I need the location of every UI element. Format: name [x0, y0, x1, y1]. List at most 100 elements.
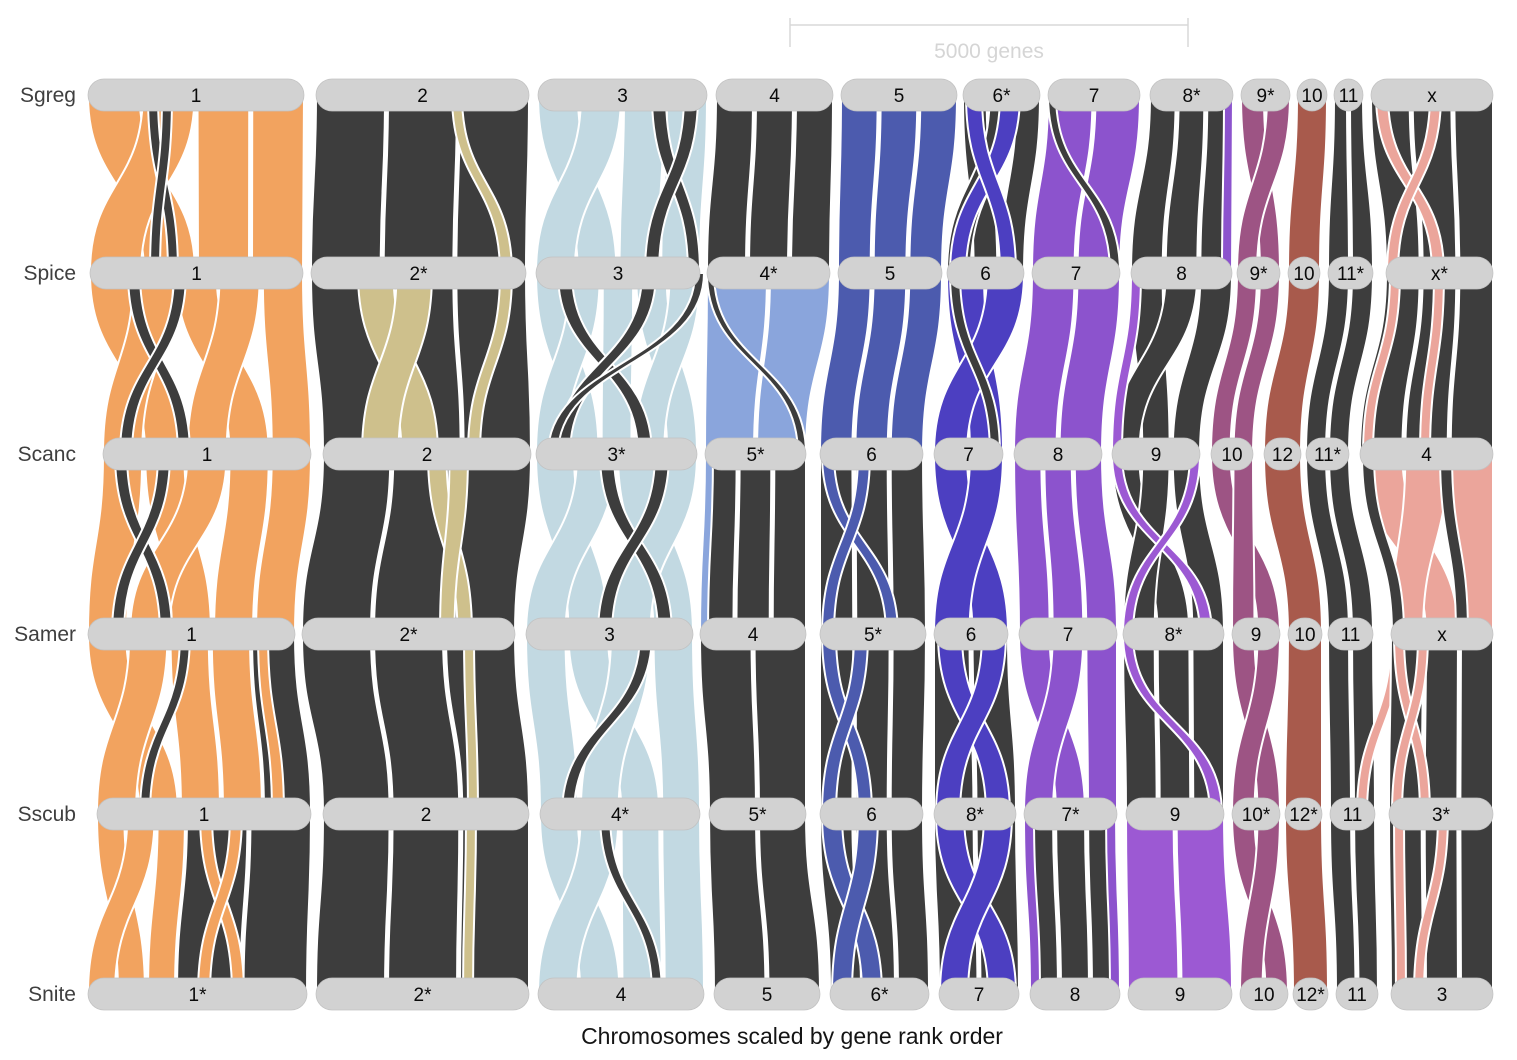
- chromosome-label: 8: [1176, 264, 1187, 285]
- chromosome-cap: [1023, 797, 1118, 831]
- synteny-ribbon: [755, 272, 832, 455]
- chromosome-label: 1: [191, 86, 202, 107]
- synteny-ribbon: [1220, 94, 1235, 274]
- synteny-ribbon: [455, 94, 531, 274]
- chromosome-label: 7: [963, 445, 974, 466]
- chromosome-label: 6*: [993, 86, 1012, 107]
- species-label: Spice: [23, 262, 76, 285]
- chromosome-label: 8: [1070, 985, 1081, 1006]
- synteny-ribbon: [1328, 813, 1357, 995]
- chromosome-label: 3: [617, 86, 628, 107]
- chromosome-cap: [1231, 617, 1281, 651]
- chromosome-label: 7: [974, 985, 985, 1006]
- chromosome-cap: [87, 617, 296, 651]
- chromosome-cap: [933, 617, 1009, 651]
- chromosome-label: 2: [422, 445, 433, 466]
- chromosome-cap: [1292, 977, 1329, 1011]
- synteny-ribbon: [1283, 813, 1330, 995]
- chromosome-label: 10: [1301, 86, 1322, 107]
- chromosome-cap: [315, 78, 530, 112]
- chromosome-cap: [1047, 78, 1141, 112]
- chromosome-label: 1: [202, 445, 213, 466]
- chromosome-cap: [1359, 437, 1494, 471]
- synteny-ribbon: [836, 94, 879, 274]
- chromosome-cap: [1018, 617, 1118, 651]
- chromosome-cap: [1305, 437, 1350, 471]
- chromosome-cap: [1130, 256, 1233, 290]
- chromosome-label: 4: [748, 625, 759, 646]
- chromosome-cap: [315, 977, 530, 1011]
- chromosome-label: 6: [980, 264, 991, 285]
- chromosome-cap: [1329, 797, 1376, 831]
- synteny-ribbon: [705, 94, 755, 274]
- synteny-ribbon: [1326, 94, 1351, 274]
- synteny-ribbon: [707, 813, 767, 995]
- chromosome-cap: [87, 977, 308, 1011]
- synteny-ribbon: [1124, 813, 1180, 995]
- chromosome-cap: [933, 797, 1017, 831]
- chromosome-label: 11*: [1314, 445, 1342, 466]
- chromosome-label: 12*: [1289, 805, 1318, 826]
- chromosome-label: 1: [199, 805, 210, 826]
- synteny-ribbon: [889, 813, 931, 995]
- scale-bar: [789, 18, 1189, 47]
- chromosome-cap: [1240, 78, 1291, 112]
- chromosome-label: 12*: [1296, 985, 1325, 1006]
- chromosome-cap: [708, 797, 807, 831]
- synteny-ribbon: [1453, 94, 1495, 274]
- chromosome-label: 9*: [1257, 86, 1276, 107]
- chromosome-cap: [699, 617, 807, 651]
- chromosome-cap: [938, 977, 1020, 1011]
- synteny-ribbon: [771, 453, 808, 635]
- chromosome-cap: [87, 78, 305, 112]
- chromosome-label: x: [1427, 86, 1437, 107]
- plot-caption: Chromosomes scaled by gene rank order: [581, 1023, 1003, 1049]
- chromosome-cap: [837, 256, 943, 290]
- synteny-ribbon: [242, 813, 313, 995]
- chromosome-label: 11*: [1337, 264, 1365, 285]
- synteny-ribbon: [1392, 813, 1408, 995]
- chromosome-label: 8: [1053, 445, 1064, 466]
- species-label: Samer: [14, 623, 76, 646]
- chromosome-label: 9: [1175, 985, 1186, 1006]
- chromosome-label: 4: [616, 985, 627, 1006]
- chromosome-label: 3: [613, 264, 624, 285]
- synteny-ribbon: [753, 633, 808, 815]
- synteny-ribbon: [250, 94, 306, 274]
- species-label: Snite: [28, 983, 76, 1006]
- chromosome-label: 2: [421, 805, 432, 826]
- species-label-layer: Sgreg Spice Scanc Samer Sscub Snite: [14, 84, 76, 1006]
- chromosome-label: 12: [1272, 445, 1293, 466]
- chromosome-cap: [301, 617, 516, 651]
- synteny-ribbon: [1230, 453, 1256, 635]
- chromosome-label: 1: [191, 264, 202, 285]
- chromosome-cap-layer: 1 2 3 4 5 6* 7 8* 9* 10 11 x1 2* 3 4* 5 6 7 8 9* 10 11* x*1 2 3*…: [87, 78, 1494, 1011]
- chromosome-label: 8*: [966, 805, 985, 826]
- chromosome-label: 10: [1221, 445, 1242, 466]
- synteny-ribbon: [196, 94, 251, 274]
- chromosome-cap: [1031, 256, 1121, 290]
- chromosome-cap: [1296, 78, 1328, 112]
- chromosome-cap: [322, 797, 530, 831]
- chromosome-label: 2*: [414, 985, 433, 1006]
- synteny-ribbon: [261, 272, 313, 455]
- chromosome-label: x*: [1431, 264, 1449, 285]
- chromosome-cap: [1149, 78, 1234, 112]
- chromosome-cap: [1013, 437, 1103, 471]
- chromosome-cap: [1287, 256, 1321, 290]
- synteny-ribbon: [1286, 94, 1329, 274]
- chromosome-cap: [1390, 977, 1494, 1011]
- chromosome-cap: [819, 797, 924, 831]
- synteny-ribbon: [698, 633, 758, 815]
- synteny-ribbon: [652, 633, 702, 815]
- chromosome-cap: [89, 256, 304, 290]
- chromosome-label: 10: [1294, 625, 1315, 646]
- chromosome-label: 4: [1421, 445, 1432, 466]
- chromosome-cap: [704, 437, 807, 471]
- species-label: Scanc: [18, 443, 76, 466]
- synteny-ribbon: [386, 813, 461, 995]
- chromosome-cap: [829, 977, 930, 1011]
- chromosome-label: 7: [1063, 625, 1074, 646]
- chromosome-cap: [1029, 977, 1121, 1011]
